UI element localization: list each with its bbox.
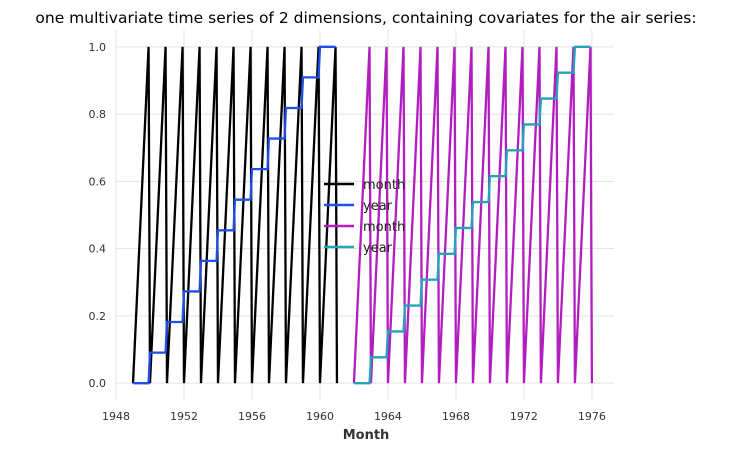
series-group [131,45,594,385]
x-tick-label: 1952 [170,410,198,423]
legend-label: year [363,199,393,214]
series-line-year [353,45,591,385]
legend-label: month [363,178,405,193]
x-tick-label: 1948 [102,410,130,423]
x-tick-label: 1968 [442,410,470,423]
tick-labels: 1948 1952 1956 1960 1964 1968 1972 1976 0.0 0.2 0.… [89,41,606,423]
legend-label: month [363,220,405,235]
series-line-month [352,46,594,384]
y-tick-label: 0.2 [89,310,107,323]
y-tick-label: 0.0 [89,377,107,390]
y-tick-label: 1.0 [89,41,107,54]
x-tick-label: 1972 [510,410,538,423]
series-line-month [131,46,339,384]
x-tick-label: 1976 [578,410,606,423]
series-line-year [133,45,336,385]
x-axis-label: Month [343,428,390,443]
legend: month year month year [324,178,405,256]
x-tick-label: 1960 [306,410,334,423]
chart-title: one multivariate time series of 2 dimens… [35,9,696,27]
x-tick-label: 1964 [374,410,402,423]
x-tick-label: 1956 [238,410,266,423]
y-tick-label: 0.6 [89,175,107,188]
legend-label: year [363,241,393,256]
y-tick-label: 0.8 [89,108,107,121]
y-tick-label: 0.4 [89,243,107,256]
